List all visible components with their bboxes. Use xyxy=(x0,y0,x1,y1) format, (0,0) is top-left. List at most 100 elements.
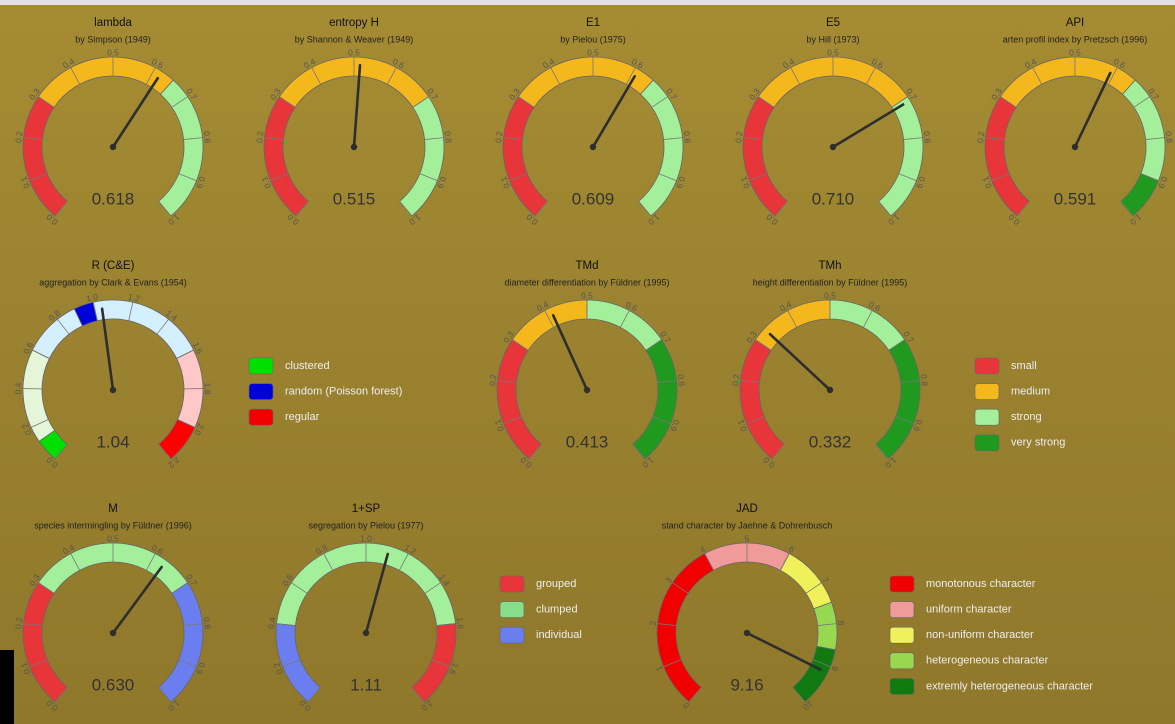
needle-hub xyxy=(826,386,834,394)
gauge-subtitle: aggregation by Clark & Evans (1954) xyxy=(39,277,187,287)
gauge-subtitle: height differentiation by Füldner (1995) xyxy=(753,277,907,287)
legend-label: small xyxy=(1011,360,1037,372)
gauge-needle xyxy=(768,332,832,392)
tick-mark xyxy=(512,339,529,351)
legend-label: medium xyxy=(1011,386,1050,398)
tick-mark xyxy=(23,137,43,140)
tick-label: 0.8 xyxy=(922,131,933,144)
tick-label: 4 xyxy=(698,544,707,555)
tick-label: 0.2 xyxy=(730,373,741,386)
tick-label: 0.2 xyxy=(20,422,34,437)
gauge-subtitle: segregation by Pielou (1977) xyxy=(308,520,423,530)
tick-label: 0.6 xyxy=(391,56,406,71)
corner-block xyxy=(0,650,14,724)
tick-label: 2.0 xyxy=(192,422,206,437)
gauge-band xyxy=(638,79,684,217)
tick-mark xyxy=(888,339,905,351)
tick-mark xyxy=(431,659,450,668)
tick-mark xyxy=(282,659,301,668)
tick-label: 0.4 xyxy=(1023,56,1038,71)
tick-mark xyxy=(645,339,662,351)
gauge-value: 0.618 xyxy=(92,189,135,208)
legend-label: monotonous character xyxy=(926,578,1036,590)
tick-mark xyxy=(749,173,768,182)
gauge-needle xyxy=(111,76,160,149)
tick-label: 1.0 xyxy=(886,212,902,227)
tick-label: 0.0 xyxy=(764,212,780,227)
tick-mark xyxy=(1120,201,1134,217)
tick-label: 0.0 xyxy=(44,212,60,227)
tick-label: 0.5 xyxy=(587,47,599,57)
tick-mark xyxy=(419,173,438,182)
legend-swatch xyxy=(499,601,525,618)
tick-mark xyxy=(183,137,203,140)
tick-label: 0.0 xyxy=(761,455,777,470)
tick-label: 0.9 xyxy=(194,175,208,190)
tick-label: 0.4 xyxy=(266,616,277,629)
legend-swatch xyxy=(889,652,915,670)
tick-label: 1.0 xyxy=(85,291,99,303)
legend-label: extremly heterogeneous character xyxy=(926,680,1093,692)
tick-mark xyxy=(891,96,908,108)
tick-label: 0.6 xyxy=(870,56,885,71)
tick-mark xyxy=(178,173,197,182)
tick-mark xyxy=(862,310,873,328)
tick-mark xyxy=(1145,137,1165,140)
gauge-band xyxy=(275,623,321,703)
tick-label: 1 xyxy=(654,664,665,672)
tick-mark xyxy=(632,444,646,460)
tick-mark xyxy=(817,623,837,626)
gauge-needle xyxy=(1073,71,1112,149)
tick-mark xyxy=(638,201,652,217)
tick-mark xyxy=(54,201,68,217)
tick-label: 0.5 xyxy=(824,290,836,300)
gauge-title: lambda xyxy=(94,17,132,29)
tick-label: 0.0 xyxy=(297,698,313,713)
tick-mark xyxy=(774,201,788,217)
tick-label: 2.2 xyxy=(166,455,182,470)
tick-label: 1.6 xyxy=(191,340,205,355)
tick-mark xyxy=(658,173,677,182)
tick-mark xyxy=(264,137,284,140)
tick-label: 0.2 xyxy=(487,373,498,386)
gauge-title: entropy H xyxy=(329,17,379,29)
tick-mark xyxy=(550,67,561,85)
legend-swatch xyxy=(974,383,1000,400)
gauge-band xyxy=(632,339,678,460)
tick-mark xyxy=(412,96,429,108)
gauge-band xyxy=(411,623,457,703)
tick-mark xyxy=(672,582,689,594)
tick-mark xyxy=(663,659,682,668)
tick-mark xyxy=(790,67,801,85)
tick-label: 0.1 xyxy=(259,175,273,190)
gauge-value: 0.413 xyxy=(566,432,609,451)
tick-label: 0.6 xyxy=(624,299,639,314)
tick-label: 0.0 xyxy=(285,212,301,227)
tick-mark xyxy=(128,302,134,321)
tick-mark xyxy=(399,201,413,217)
tick-label: 1.0 xyxy=(640,455,656,470)
tick-mark xyxy=(32,349,50,359)
gauge-needle xyxy=(111,565,163,635)
tick-mark xyxy=(619,310,630,328)
tick-label: 0.1 xyxy=(18,175,32,190)
legend-label: non-uniform character xyxy=(926,629,1034,641)
tick-mark xyxy=(270,173,289,182)
tick-mark xyxy=(651,96,668,108)
gauge-subtitle: stand character by Jaehne & Dohrenbusch xyxy=(662,520,833,530)
tick-label: 1.0 xyxy=(166,698,182,713)
tick-mark xyxy=(534,201,548,217)
legend-swatch xyxy=(248,383,274,400)
legend-label: individual xyxy=(536,629,582,641)
gauge-band xyxy=(22,582,68,703)
tick-mark xyxy=(38,96,55,108)
gauge-band xyxy=(399,96,445,217)
gauge-needle xyxy=(745,631,822,671)
gauge-value: 0.515 xyxy=(333,189,376,208)
tick-mark xyxy=(1000,96,1017,108)
tick-label: 0.4 xyxy=(535,299,550,314)
tick-label: 7 xyxy=(820,575,831,585)
tick-mark xyxy=(23,623,43,626)
tick-mark xyxy=(145,67,156,85)
gauge-value: 9.16 xyxy=(730,675,763,694)
